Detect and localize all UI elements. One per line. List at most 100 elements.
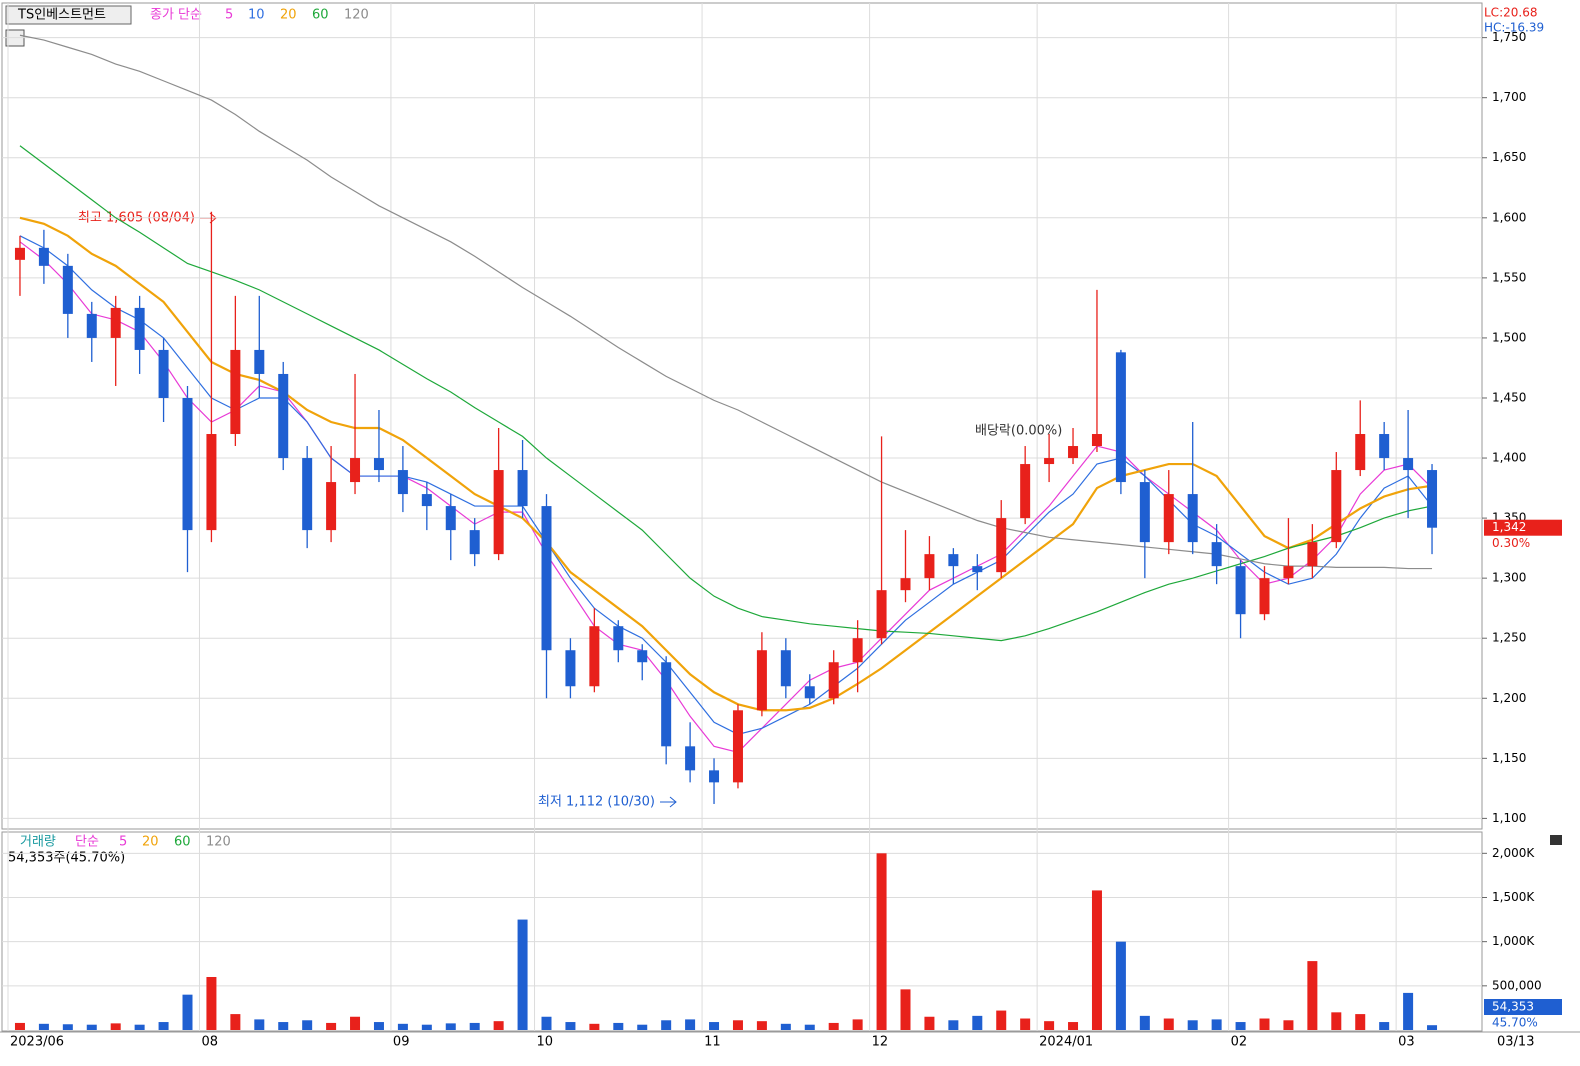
candle-body xyxy=(38,247,49,266)
x-tick-label: 2023/06 xyxy=(10,1035,64,1050)
candle-body xyxy=(1115,352,1126,483)
y-tick-label: 1,100 xyxy=(1492,811,1526,825)
volume-bar xyxy=(852,1019,863,1030)
volume-frame xyxy=(1,831,1483,1032)
volume-bar xyxy=(876,853,887,1030)
volume-bar xyxy=(110,1023,121,1030)
candle-body xyxy=(613,626,624,651)
candle-body xyxy=(780,650,791,687)
volume-bar xyxy=(1259,1018,1270,1030)
volume-bar xyxy=(1355,1014,1366,1030)
annotation-low: 최저 1,112 (10/30) xyxy=(538,795,655,810)
price-box xyxy=(1484,519,1562,536)
volume-bar xyxy=(517,919,528,1030)
candle-body xyxy=(14,247,25,260)
y-tick-label: 2,000K xyxy=(1492,846,1535,860)
candle-body xyxy=(1427,470,1438,528)
candle-body xyxy=(948,554,959,567)
legend-entry: 10 xyxy=(248,8,265,23)
y-tick-label: 1,250 xyxy=(1492,631,1526,645)
volume-bar xyxy=(732,1020,743,1030)
volume-bar xyxy=(134,1024,145,1030)
candle-body xyxy=(397,470,408,495)
candle-body xyxy=(469,530,480,555)
y-tick-label: 500,000 xyxy=(1492,978,1542,992)
volume-bar xyxy=(206,976,217,1030)
candle-body xyxy=(685,746,696,771)
candle-body xyxy=(517,470,528,507)
candle-body xyxy=(972,566,983,573)
candle-body xyxy=(1235,566,1246,615)
candle-body xyxy=(1163,494,1174,543)
security-name: TS인베스트먼트 xyxy=(17,8,106,23)
candle-body xyxy=(709,770,720,783)
candle-body xyxy=(110,307,121,338)
hc-label: HC:-16.39 xyxy=(1484,21,1544,35)
current-price: 1,342 xyxy=(1492,520,1526,534)
candle-body xyxy=(1283,566,1294,579)
candle-body xyxy=(278,373,289,459)
volume-bar xyxy=(1044,1021,1055,1030)
volume-bar xyxy=(804,1024,815,1030)
volume-bar xyxy=(637,1024,648,1030)
close-button[interactable] xyxy=(1550,835,1562,845)
volume-bar xyxy=(62,1024,73,1030)
x-tick-label: 08 xyxy=(201,1035,218,1050)
candle-body xyxy=(1187,494,1198,543)
candle-body xyxy=(373,458,384,471)
volume-bar xyxy=(972,1015,983,1030)
volume-bar xyxy=(1331,1012,1342,1030)
candle-body xyxy=(637,650,648,663)
volume-legend-prefix: 단순 xyxy=(75,835,99,850)
legend-entry: 20 xyxy=(142,835,159,850)
volume-bar xyxy=(924,1016,935,1030)
volume-bar xyxy=(373,1022,384,1030)
volume-bar xyxy=(1163,1018,1174,1030)
candle-body xyxy=(1355,434,1366,471)
candle-body xyxy=(1091,434,1102,447)
legend-entry: 60 xyxy=(174,835,191,850)
volume-bar xyxy=(1403,992,1414,1030)
candle-body xyxy=(206,434,217,531)
volume-bar xyxy=(1211,1019,1222,1030)
candle-body xyxy=(445,506,456,531)
security-box[interactable] xyxy=(5,5,132,25)
x-tick-label: 11 xyxy=(704,1035,721,1050)
y-tick-label: 1,700 xyxy=(1492,90,1526,104)
volume-box xyxy=(1484,999,1562,1015)
volume-bar xyxy=(828,1022,839,1030)
lc-label: LC:20.68 xyxy=(1484,6,1537,20)
candle-body xyxy=(158,349,169,398)
legend-entry: 60 xyxy=(312,8,329,23)
volume-bar xyxy=(589,1023,600,1030)
volume-bar xyxy=(685,1019,696,1030)
x-tick-label: 02 xyxy=(1231,1035,1248,1050)
volume-bar xyxy=(469,1022,480,1030)
volume-bar xyxy=(1427,1025,1438,1030)
y-tick-label: 1,200 xyxy=(1492,691,1526,705)
x-tick-label: 10 xyxy=(537,1035,554,1050)
candle-body xyxy=(1403,458,1414,471)
volume-bar xyxy=(302,1020,313,1030)
y-tick-label: 1,300 xyxy=(1492,571,1526,585)
current-change: 0.30% xyxy=(1492,536,1530,550)
volume-bar xyxy=(1307,961,1318,1030)
candle-body xyxy=(756,650,767,711)
volume-bar xyxy=(1091,890,1102,1030)
volume-change: 45.70% xyxy=(1492,1016,1538,1030)
legend-entry: 5 xyxy=(119,835,127,850)
volume-bar xyxy=(948,1020,959,1030)
moving-average xyxy=(19,34,1433,570)
candle-body xyxy=(1331,470,1342,543)
volume-bar xyxy=(350,1016,361,1030)
volume-bar xyxy=(709,1022,720,1030)
candle-body xyxy=(541,506,552,651)
candle-body xyxy=(1068,446,1079,459)
volume-bar xyxy=(661,1020,672,1030)
volume-bar xyxy=(1068,1022,1079,1030)
y-tick-label: 1,600 xyxy=(1492,210,1526,224)
x-tick-label: 12 xyxy=(872,1035,889,1050)
volume-bar xyxy=(996,1010,1007,1030)
